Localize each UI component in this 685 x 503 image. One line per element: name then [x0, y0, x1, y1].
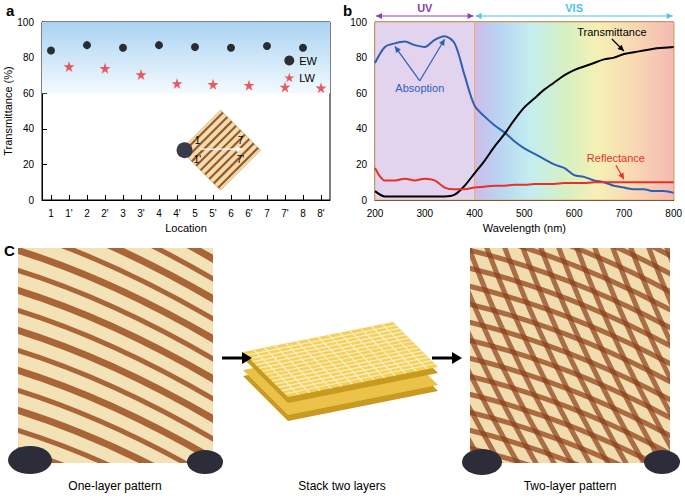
svg-text:600: 600	[566, 208, 583, 219]
svg-text:Two-layer pattern: Two-layer pattern	[524, 479, 617, 493]
svg-text:Location: Location	[165, 222, 207, 234]
svg-text:700: 700	[616, 208, 633, 219]
svg-text:1': 1'	[194, 154, 202, 165]
svg-text:Transmittance: Transmittance	[577, 26, 646, 38]
svg-text:Transmittance (%): Transmittance (%)	[2, 66, 14, 155]
svg-text:40: 40	[23, 123, 35, 134]
svg-text:0: 0	[28, 195, 34, 206]
svg-text:1: 1	[48, 208, 54, 219]
svg-text:20: 20	[23, 159, 35, 170]
svg-text:EW: EW	[299, 55, 317, 67]
svg-text:2': 2'	[101, 208, 109, 219]
svg-text:6: 6	[228, 208, 234, 219]
svg-text:5': 5'	[209, 208, 217, 219]
svg-text:b: b	[343, 2, 352, 19]
svg-text:20: 20	[356, 159, 368, 170]
svg-text:1: 1	[195, 135, 201, 146]
svg-text:6': 6'	[245, 208, 253, 219]
svg-text:200: 200	[367, 208, 384, 219]
svg-text:8: 8	[300, 208, 306, 219]
svg-text:3: 3	[120, 208, 126, 219]
svg-text:8': 8'	[317, 208, 325, 219]
svg-text:a: a	[6, 2, 15, 19]
svg-text:300: 300	[416, 208, 433, 219]
svg-text:4: 4	[156, 208, 162, 219]
svg-text:400: 400	[466, 208, 483, 219]
svg-text:60: 60	[356, 88, 368, 99]
svg-text:VIS: VIS	[565, 2, 583, 14]
svg-text:80: 80	[23, 52, 35, 63]
svg-text:2: 2	[84, 208, 90, 219]
svg-text:0: 0	[361, 195, 367, 206]
svg-text:800: 800	[665, 208, 682, 219]
svg-text:3': 3'	[137, 208, 145, 219]
svg-text:Reflectance: Reflectance	[587, 152, 645, 164]
svg-text:7: 7	[238, 135, 244, 146]
svg-text:500: 500	[516, 208, 533, 219]
svg-text:5: 5	[192, 208, 198, 219]
svg-text:7: 7	[264, 208, 270, 219]
svg-text:Wavelength (nm): Wavelength (nm)	[483, 222, 566, 234]
svg-text:100: 100	[17, 17, 34, 28]
svg-text:100: 100	[350, 17, 367, 28]
svg-text:One-layer pattern: One-layer pattern	[68, 479, 161, 493]
svg-text:80: 80	[356, 52, 368, 63]
svg-text:1': 1'	[65, 208, 73, 219]
svg-text:4': 4'	[173, 208, 181, 219]
svg-text:Stack two layers: Stack two layers	[298, 479, 385, 493]
svg-text:Absoption: Absoption	[395, 82, 444, 94]
svg-text:7': 7'	[281, 208, 289, 219]
svg-text:LW: LW	[299, 72, 315, 84]
svg-text:C: C	[4, 242, 15, 259]
svg-text:UV: UV	[417, 2, 433, 14]
svg-text:7': 7'	[237, 154, 245, 165]
svg-text:60: 60	[23, 88, 35, 99]
svg-text:40: 40	[356, 123, 368, 134]
